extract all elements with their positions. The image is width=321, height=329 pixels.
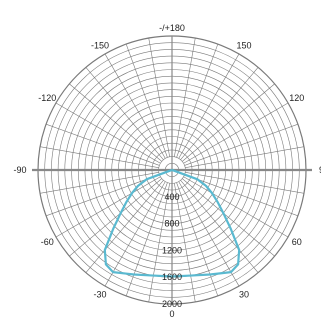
angle-label: 150 [236, 40, 251, 50]
angle-label: 0 [169, 309, 174, 319]
angle-label: -/+180 [159, 23, 185, 33]
angle-label: 60 [292, 237, 302, 247]
angle-label: 30 [239, 290, 249, 300]
angle-label: -30 [93, 290, 106, 300]
radial-tick-label: 2000 [162, 299, 182, 309]
angle-label: -60 [41, 237, 54, 247]
angle-label: 120 [289, 93, 304, 103]
angle-label: -120 [38, 93, 56, 103]
radial-tick-label: 800 [164, 219, 179, 229]
angle-label: -150 [91, 40, 109, 50]
angle-label: -90 [13, 165, 26, 175]
radial-tick-label: 400 [164, 192, 179, 202]
radial-tick-label: 1600 [162, 272, 182, 282]
radial-tick-label: 1200 [162, 245, 182, 255]
